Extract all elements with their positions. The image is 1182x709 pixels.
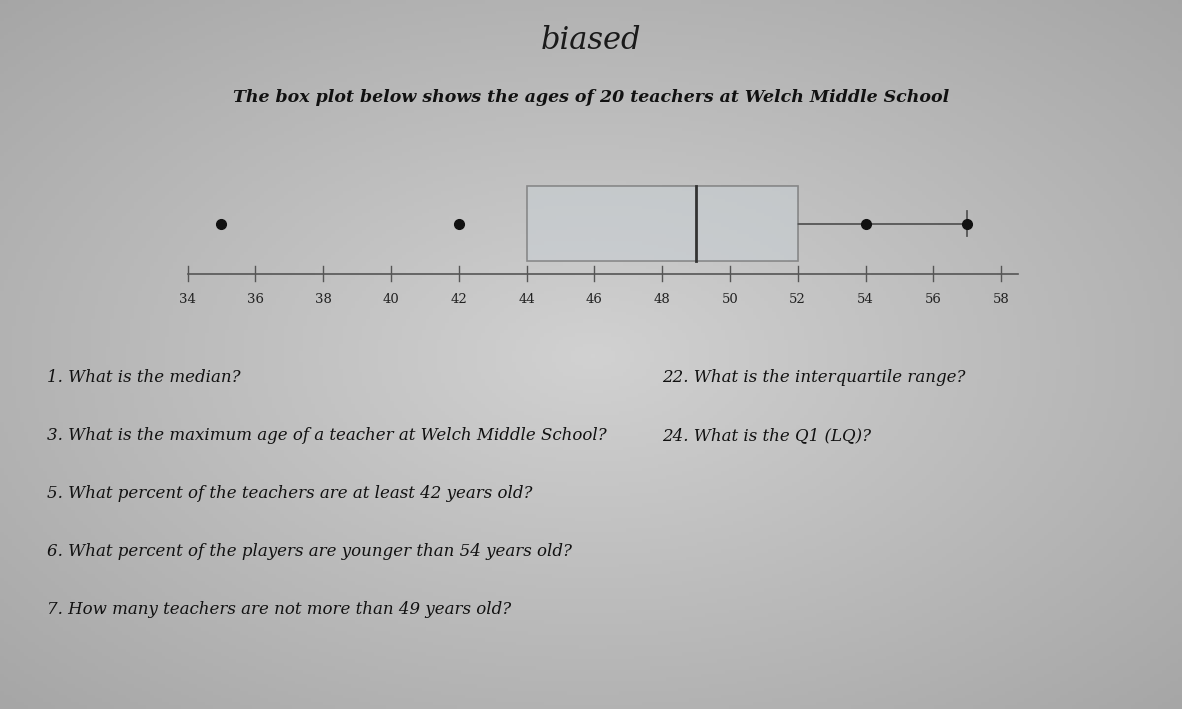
- Text: biased: biased: [540, 25, 642, 56]
- Text: 42: 42: [450, 293, 467, 306]
- Text: 54: 54: [857, 293, 873, 306]
- Text: 56: 56: [924, 293, 942, 306]
- Text: 50: 50: [721, 293, 739, 306]
- Text: 52: 52: [790, 293, 806, 306]
- Text: 1. What is the median?: 1. What is the median?: [47, 369, 241, 386]
- Text: 24. What is the Q1 (LQ)?: 24. What is the Q1 (LQ)?: [662, 427, 871, 444]
- Text: 44: 44: [518, 293, 535, 306]
- Text: 34: 34: [180, 293, 196, 306]
- Text: 22. What is the interquartile range?: 22. What is the interquartile range?: [662, 369, 966, 386]
- Text: 5. What percent of the teachers are at least 42 years old?: 5. What percent of the teachers are at l…: [47, 485, 533, 502]
- Text: 7. How many teachers are not more than 49 years old?: 7. How many teachers are not more than 4…: [47, 601, 512, 618]
- Text: 38: 38: [314, 293, 332, 306]
- Text: 40: 40: [383, 293, 400, 306]
- Text: 58: 58: [993, 293, 1009, 306]
- Text: 46: 46: [586, 293, 603, 306]
- Text: 3. What is the maximum age of a teacher at Welch Middle School?: 3. What is the maximum age of a teacher …: [47, 427, 606, 444]
- Text: 48: 48: [654, 293, 670, 306]
- Text: The box plot below shows the ages of 20 teachers at Welch Middle School: The box plot below shows the ages of 20 …: [233, 89, 949, 106]
- Bar: [526, 186, 798, 261]
- Text: 36: 36: [247, 293, 264, 306]
- Text: 6. What percent of the players are younger than 54 years old?: 6. What percent of the players are young…: [47, 543, 572, 560]
